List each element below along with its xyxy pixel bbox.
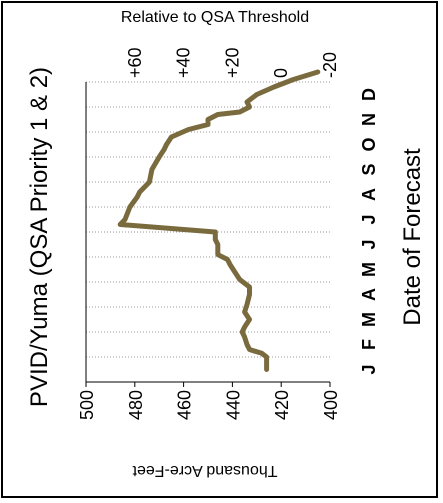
y-axis-label: Thousand Acre-Feet	[132, 462, 278, 479]
y-tick-label: 400	[321, 390, 341, 420]
secondary-tick-label: +20	[222, 47, 242, 78]
secondary-tick-label: 0	[271, 68, 291, 78]
series-line	[117, 69, 321, 372]
ticks: 400420440460480500-200+20+40+60JFMAMJJAS…	[77, 47, 379, 420]
x-tick-label: D	[359, 88, 379, 101]
y-tick-label: 420	[272, 390, 292, 420]
x-axis-label: Date of Forecast	[399, 148, 426, 326]
x-tick-label: J	[359, 214, 379, 224]
x-tick-label: F	[359, 339, 379, 350]
secondary-tick-label: -20	[320, 52, 340, 78]
series-group	[117, 69, 321, 372]
secondary-tick-label: +40	[174, 47, 194, 78]
x-tick-label: J	[359, 239, 379, 249]
x-tick-label: A	[359, 288, 379, 301]
x-tick-label: O	[359, 137, 379, 151]
x-tick-label: J	[359, 364, 379, 374]
y-tick-label: 480	[126, 390, 146, 420]
y-tick-label: 440	[223, 390, 243, 420]
x-tick-label: S	[359, 163, 379, 175]
secondary-axis-label: Relative to QSA Threshold	[121, 9, 309, 26]
x-tick-label: M	[359, 262, 379, 277]
chart-title: PVID/Yuma (QSA Priority 1 & 2)	[26, 67, 53, 407]
secondary-tick-label: +60	[125, 47, 145, 78]
x-tick-label: M	[359, 312, 379, 327]
x-tick-label: N	[359, 113, 379, 126]
y-tick-label: 500	[77, 390, 97, 420]
y-tick-label: 460	[175, 390, 195, 420]
x-tick-label: A	[359, 188, 379, 201]
axes	[85, 82, 330, 383]
